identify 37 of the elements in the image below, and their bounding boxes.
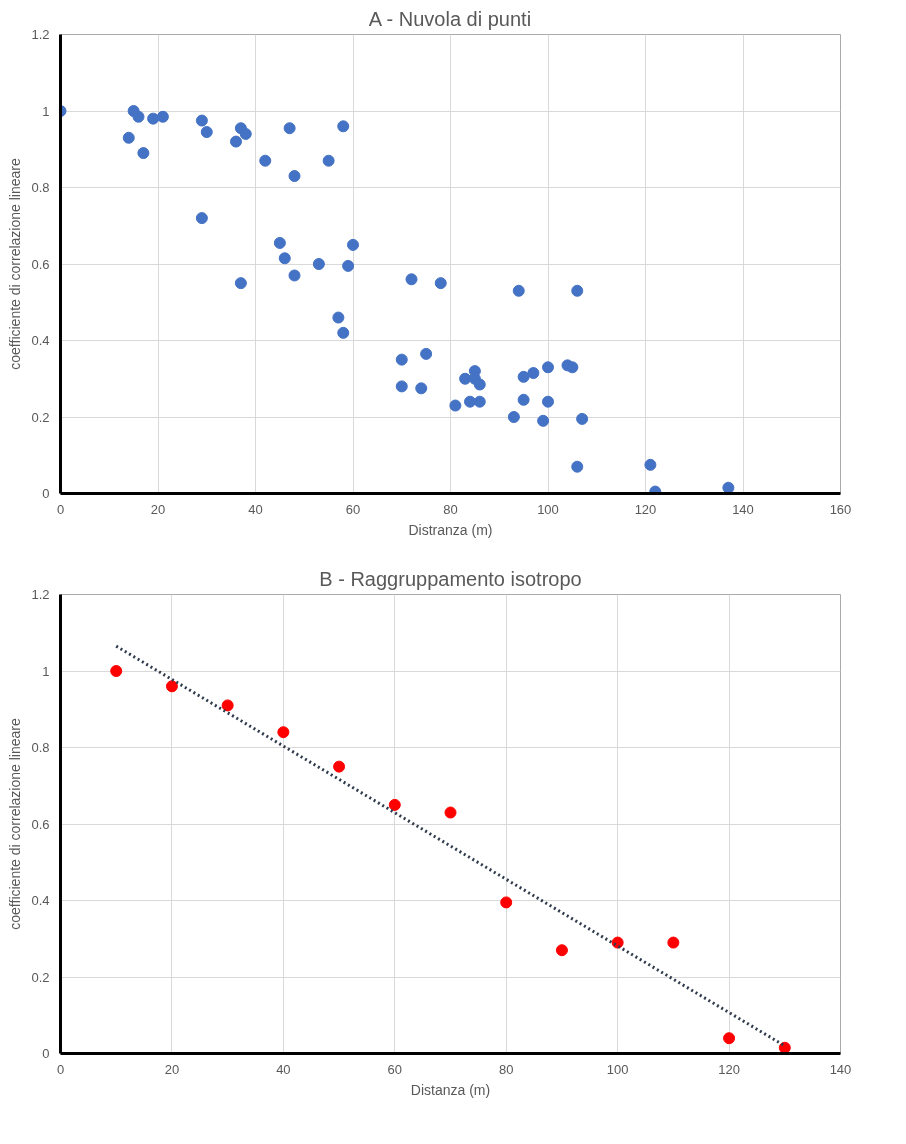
chart-title: B - Raggruppamento isotropo <box>319 567 582 590</box>
y-tick-label: 0 <box>42 486 50 501</box>
y-axis-title: coefficiente di correlazione lineare <box>7 718 24 930</box>
x-tick-label: 0 <box>56 501 65 517</box>
x-axis-title: Distranza (m) <box>408 521 493 538</box>
y-tick-label: 1.2 <box>31 587 50 602</box>
y-tick-label: 0.8 <box>31 180 50 195</box>
x-tick-label: 120 <box>718 1061 740 1077</box>
x-tick-label: 40 <box>248 501 263 517</box>
y-tick-label: 1 <box>42 663 50 679</box>
x-tick-label: 120 <box>634 501 657 517</box>
y-tick-label: 0.6 <box>31 256 50 272</box>
y-tick-label: 0.4 <box>31 333 50 348</box>
x-axis-title: Distanza (m) <box>410 1081 491 1098</box>
x-tick-label: 140 <box>829 1061 852 1077</box>
y-tick-label: 0.2 <box>31 409 50 425</box>
x-tick-label: 80 <box>498 1061 514 1077</box>
y-tick-label: 0 <box>42 1046 50 1061</box>
chart-title: A - Nuvola di punti <box>368 7 532 30</box>
y-tick-label: 0.2 <box>31 969 50 985</box>
y-tick-label: 1 <box>42 103 50 119</box>
x-tick-label: 80 <box>443 501 458 517</box>
y-tick-label: 1.2 <box>31 27 50 42</box>
y-axis-title: coefficiente di correlazione lineare <box>7 158 24 370</box>
x-tick-label: 100 <box>537 501 559 517</box>
x-tick-label: 40 <box>276 1061 291 1077</box>
x-tick-label: 0 <box>56 1061 65 1077</box>
y-tick-label: 0.6 <box>31 816 50 832</box>
x-tick-label: 140 <box>732 501 754 517</box>
x-tick-label: 20 <box>164 1061 180 1077</box>
x-tick-label: 60 <box>387 1061 403 1077</box>
y-tick-label: 0.4 <box>31 893 50 908</box>
x-tick-label: 20 <box>150 501 166 517</box>
x-tick-label: 160 <box>829 501 852 517</box>
x-tick-label: 60 <box>345 501 361 517</box>
y-tick-label: 0.8 <box>31 740 50 755</box>
x-tick-label: 100 <box>606 1061 629 1077</box>
